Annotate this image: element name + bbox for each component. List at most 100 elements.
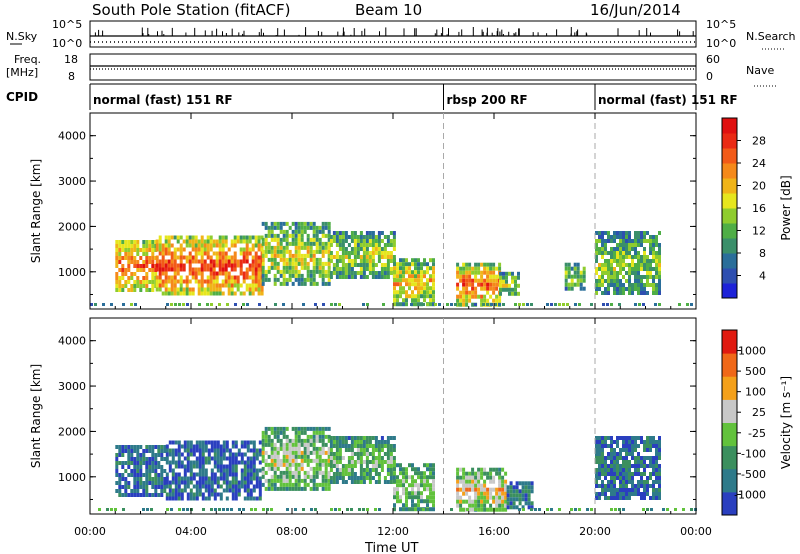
cpid-segment-label: normal (fast) 151 RF xyxy=(93,93,233,107)
colorbar-tick: 16 xyxy=(752,202,766,215)
colorbar-label: Power [dB] xyxy=(779,175,793,240)
colorbar-swatch xyxy=(722,353,737,377)
colorbar-swatch xyxy=(722,238,737,254)
colorbar-swatch xyxy=(722,268,737,284)
data-region xyxy=(261,221,331,286)
nsky-label: N.Sky xyxy=(6,30,38,43)
colorbar-swatch xyxy=(722,491,737,516)
colorbar-swatch xyxy=(722,223,737,239)
data-region xyxy=(393,258,435,307)
colorbar-swatch xyxy=(722,193,737,209)
nsky-panel: N.Sky 10^5 10^0 10^5 10^0 N.Search xyxy=(6,18,796,50)
colorbar-swatch xyxy=(722,133,737,149)
y-axis-label: Slant Range [km] xyxy=(29,364,43,468)
data-region xyxy=(165,440,262,501)
y-tick-label: 2000 xyxy=(58,220,86,233)
cpid-panel: CPID normal (fast) 151 RF rbsp 200 RF norm… xyxy=(6,83,738,110)
colorbar-tick: 24 xyxy=(752,157,766,170)
colorbar-swatch xyxy=(722,399,737,423)
freq-tick-bottom: 8 xyxy=(68,70,75,83)
data-region xyxy=(499,271,520,296)
colorbar-swatch xyxy=(722,118,737,134)
freq-unit: [MHz] xyxy=(6,66,38,79)
colorbar-swatch xyxy=(722,163,737,179)
time-axis: 00:00 04:00 08:00 12:00 16:00 20:00 00:00 xyxy=(74,113,712,538)
velocity-colorbar: 1000 500 100 25 -25 -100 -500 -1000 Velocity [m … xyxy=(721,329,793,516)
colorbar-tick: 20 xyxy=(752,180,766,193)
data-region xyxy=(595,436,661,500)
colorbar-tick: 12 xyxy=(752,225,766,238)
colorbar-swatch xyxy=(722,468,737,493)
y-tick-label: 1000 xyxy=(58,471,86,484)
x-tick-label: 20:00 xyxy=(579,525,611,538)
nsearch-label: N.Search xyxy=(746,30,796,43)
colorbar-tick: -500 xyxy=(741,468,766,481)
data-region xyxy=(393,463,435,512)
x-tick-label: 00:00 xyxy=(74,525,106,538)
x-tick-label: 12:00 xyxy=(377,525,409,538)
colorbar-tick: 28 xyxy=(752,135,766,148)
nsearch-tick-top: 10^5 xyxy=(706,18,736,31)
y-tick-label: 3000 xyxy=(58,380,86,393)
colorbar-label: Velocity [m s⁻¹] xyxy=(779,376,793,469)
colorbar-tick: -100 xyxy=(741,447,766,460)
colorbar-tick: -25 xyxy=(748,427,766,440)
colorbar-swatch xyxy=(722,422,737,447)
cpid-label: CPID xyxy=(6,90,38,104)
colorbar-swatch xyxy=(722,445,737,470)
velocity-panel: 1000 2000 3000 4000 Slant Range [km] xyxy=(29,317,697,515)
data-region xyxy=(506,481,534,510)
colorbar-swatch xyxy=(722,208,737,224)
colorbar-tick: 25 xyxy=(752,406,766,419)
data-region xyxy=(595,231,661,295)
colorbar-swatch xyxy=(722,253,737,269)
data-region xyxy=(564,262,586,291)
nave-tick-bottom: 0 xyxy=(706,70,713,83)
y-tick-label: 2000 xyxy=(58,425,86,438)
data-region xyxy=(155,235,264,296)
data-region xyxy=(115,240,158,292)
data-region xyxy=(115,445,167,497)
xlabel: Time UT xyxy=(364,541,418,554)
cpid-segment-label: rbsp 200 RF xyxy=(447,93,528,107)
freq-tick-top: 18 xyxy=(64,53,78,66)
data-region xyxy=(261,426,331,491)
y-axis-label: Slant Range [km] xyxy=(29,159,43,263)
colorbar-tick: 100 xyxy=(745,386,766,399)
colorbar-swatch xyxy=(722,148,737,164)
x-tick-label: 04:00 xyxy=(175,525,207,538)
x-tick-label: 16:00 xyxy=(478,525,510,538)
x-tick-label: 08:00 xyxy=(276,525,308,538)
nave-label: Nave xyxy=(746,64,774,77)
colorbar-tick: 500 xyxy=(745,365,766,378)
y-tick-label: 1000 xyxy=(58,266,86,279)
freq-label: Freq. xyxy=(14,53,41,66)
power-colorbar: 4 8 12 16 20 24 28 Power [dB] xyxy=(721,117,793,299)
beam-title: Beam 10 xyxy=(355,1,422,19)
nsearch-tick-bottom: 10^0 xyxy=(706,37,736,50)
data-region xyxy=(456,467,508,512)
power-panel: 1000 2000 3000 4000 Slant Range [km] xyxy=(29,112,697,310)
nsky-tick-bottom: 10^0 xyxy=(52,37,82,50)
date-title: 16/Jun/2014 xyxy=(590,1,681,19)
colorbar-tick: -1000 xyxy=(734,488,766,501)
station-title: South Pole Station (fitACF) xyxy=(92,1,290,19)
colorbar-swatch xyxy=(722,178,737,194)
cpid-segment-label: normal (fast) 151 RF xyxy=(598,93,738,107)
freq-panel: Freq. [MHz] 18 8 60 0 Nave xyxy=(6,53,778,87)
y-tick-label: 4000 xyxy=(58,130,86,143)
y-tick-label: 3000 xyxy=(58,175,86,188)
y-tick-label: 4000 xyxy=(58,335,86,348)
x-tick-label: 00:00 xyxy=(680,525,712,538)
nave-tick-top: 60 xyxy=(706,53,720,66)
nsky-tick-top: 10^5 xyxy=(52,18,82,31)
colorbar-swatch xyxy=(722,330,737,354)
data-region xyxy=(329,436,396,484)
colorbar-swatch xyxy=(722,376,737,400)
colorbar-tick: 4 xyxy=(759,270,766,283)
colorbar-tick: 8 xyxy=(759,247,766,260)
colorbar-tick: 1000 xyxy=(738,345,766,358)
nsky-series xyxy=(90,27,696,37)
data-region xyxy=(329,231,396,279)
